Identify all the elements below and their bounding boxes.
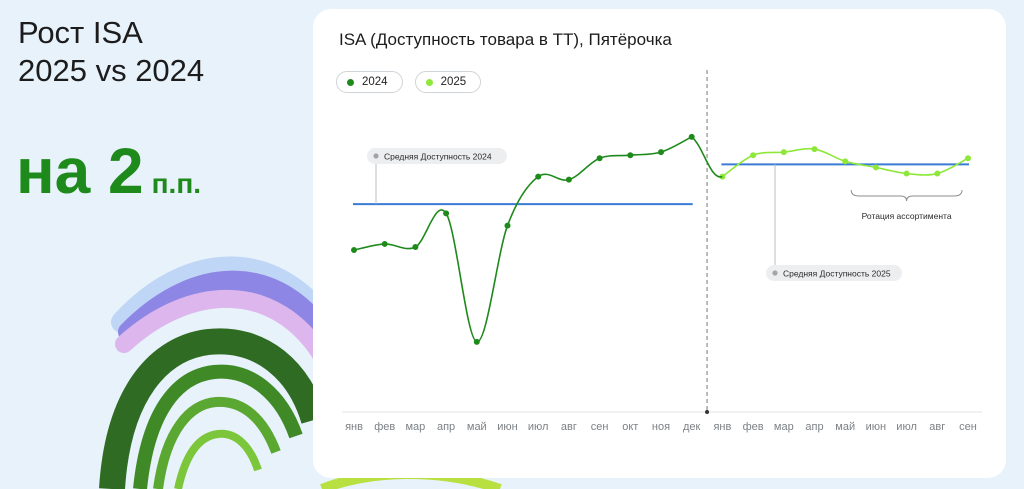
data-point-2025	[842, 158, 849, 165]
legend-dot-2025	[425, 78, 433, 86]
data-point-2024	[627, 152, 634, 159]
x-tick-label: июн	[497, 421, 517, 433]
series-line-2024	[353, 136, 693, 343]
chart-card	[313, 9, 1006, 478]
headline-line-2: 2025 vs 2024	[18, 53, 205, 88]
callout-average-2024-dot	[373, 153, 379, 159]
x-tick-label: сен	[591, 421, 609, 433]
data-point-2024	[504, 222, 511, 229]
data-point-2024	[412, 244, 419, 250]
data-point-2024	[596, 155, 603, 162]
x-tick-label: сен	[959, 421, 977, 433]
chart-title: ISA (Доступность товара в ТТ), Пятёрочка	[339, 30, 672, 49]
headline-line-1: Рост ISA	[18, 15, 143, 50]
legend-label-2025: 2025	[440, 76, 467, 88]
series-connector-line	[691, 136, 723, 178]
growth-value: на 2 п.п.	[16, 134, 201, 208]
legend-dot-2024	[347, 78, 354, 86]
callout-average-2025-pill	[766, 265, 902, 281]
data-point-2025	[811, 146, 818, 153]
growth-unit: п.п.	[151, 168, 202, 199]
x-tick-label: янв	[713, 421, 731, 433]
x-tick-label: ноя	[652, 421, 670, 433]
data-point-2024	[381, 240, 388, 247]
data-point-2024	[351, 247, 357, 254]
legend-item-2025[interactable]: 2025	[414, 71, 482, 93]
x-tick-label: авг	[929, 421, 945, 433]
x-tick-label: янв	[345, 421, 363, 433]
data-point-2025	[903, 170, 910, 177]
data-point-2025	[780, 149, 787, 156]
x-tick-label: апр	[437, 421, 455, 433]
headline: Рост ISA 2025 vs 2024	[18, 14, 204, 90]
legend-item-2024[interactable]: 2024	[336, 71, 403, 93]
x-tick-label: фев	[743, 421, 764, 433]
callout-average-2024-label: Средняя Доступность 2024	[384, 152, 492, 162]
rotation-annotation-label: Ротация ассортимента	[862, 211, 952, 221]
data-point-2024	[473, 338, 480, 345]
callout-average-2025-label: Средняя Доступность 2025	[783, 269, 891, 279]
x-tick-label: май	[835, 421, 855, 433]
x-tick-label: май	[467, 421, 487, 433]
data-point-2024	[443, 210, 450, 217]
x-tick-label: июл	[528, 421, 549, 433]
x-tick-label: фев	[374, 421, 395, 433]
data-point-2025	[965, 155, 971, 162]
rotation-brace	[850, 189, 963, 202]
data-point-2025	[872, 164, 879, 171]
x-tick-label: авг	[561, 421, 577, 433]
data-point-2024	[535, 173, 542, 180]
x-tick-label: мар	[774, 421, 794, 433]
callout-average-2024-pill	[367, 148, 507, 164]
growth-number: на 2	[16, 135, 144, 207]
x-tick-label: окт	[622, 421, 638, 433]
data-point-2024	[565, 176, 572, 183]
legend-label-2024: 2024	[362, 76, 388, 88]
x-tick-label: апр	[805, 421, 823, 433]
data-point-2025	[934, 170, 941, 177]
x-tick-label: дек	[683, 421, 701, 433]
data-point-2024	[658, 149, 664, 156]
chart-legend: 2024 2025	[336, 71, 482, 93]
year-divider-dot	[705, 410, 710, 414]
x-tick-label: июл	[896, 421, 917, 433]
x-tick-label: июн	[866, 421, 886, 433]
callout-average-2025-dot	[772, 270, 778, 276]
x-tick-label: мар	[405, 421, 425, 433]
data-point-2025	[750, 152, 757, 159]
